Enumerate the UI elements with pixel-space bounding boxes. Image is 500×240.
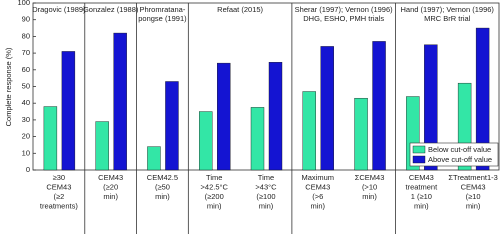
x-tick-label: treatments)	[40, 201, 78, 210]
panel-header: Hand (1997); Vernon (1996)	[401, 5, 495, 14]
x-tick-label: (≥10	[466, 192, 481, 201]
y-tick-label: 20	[22, 132, 30, 141]
y-tick-label: 90	[22, 15, 30, 24]
x-tick-label: min)	[310, 201, 325, 210]
x-tick-label: ≥30	[53, 173, 65, 182]
bar	[424, 44, 438, 171]
y-tick-label: 100	[17, 0, 30, 7]
legend-swatch	[412, 155, 426, 164]
x-tick-label: min)	[362, 192, 377, 201]
x-tick-label: ΣTreatment1-3	[448, 173, 497, 182]
bar	[95, 121, 109, 171]
panel-header: MRC BrR trial	[424, 14, 471, 23]
x-tick-label: min)	[207, 201, 222, 210]
bar	[475, 27, 490, 171]
x-tick-label: (≥200	[205, 192, 224, 201]
x-tick-label: CEM42.5	[147, 173, 178, 182]
x-tick-label: (≥100	[256, 192, 275, 201]
x-tick-label: Maximum	[302, 173, 335, 182]
x-tick-label: (≥50	[155, 182, 170, 191]
y-tick-label: 0	[26, 165, 30, 174]
bar	[250, 107, 265, 171]
y-tick-label: 40	[22, 98, 30, 107]
bar	[320, 46, 334, 171]
x-tick-label: 1 (≥10	[411, 192, 432, 201]
y-tick-label: 10	[22, 148, 30, 157]
x-tick-label: CEM43	[461, 182, 486, 191]
panel-header: Gonzalez (1988)	[83, 5, 139, 14]
bar	[268, 62, 283, 171]
legend-label: Above cut-off value	[428, 155, 492, 164]
x-tick-label: treatment	[405, 182, 438, 191]
bar	[372, 41, 386, 171]
x-tick-label: ΣCEM43	[355, 173, 385, 182]
x-tick-label: CEM43	[305, 182, 330, 191]
bar	[165, 81, 179, 171]
x-tick-label: min)	[466, 201, 481, 210]
x-tick-label: CEM43	[98, 173, 123, 182]
legend-label: Below cut-off value	[428, 145, 491, 154]
bar	[199, 111, 213, 171]
panel-header: Dragovic (1989)	[32, 5, 86, 14]
x-tick-label: >43°C	[255, 182, 277, 191]
y-tick-label: 50	[22, 81, 30, 90]
chart: Complete response (%) 0 10 20 30 40 50 60 70 80 9…	[4, 0, 500, 234]
x-tick-label: Time	[206, 173, 222, 182]
panel-header: pongse (1991)	[138, 14, 187, 23]
x-tick-label: >42.5°C	[201, 182, 229, 191]
y-tick-label: 60	[22, 65, 30, 74]
bar	[113, 32, 127, 171]
x-tick-label: (≥20	[103, 182, 118, 191]
bar	[217, 62, 231, 171]
x-tick-label: (>6	[312, 192, 323, 201]
legend-box	[409, 142, 499, 167]
bar	[354, 97, 368, 171]
y-tick-label: 70	[22, 48, 30, 57]
legend-swatch	[412, 145, 426, 154]
x-tick-label: Time	[258, 173, 274, 182]
bar	[43, 106, 58, 171]
x-tick-label: min)	[259, 201, 274, 210]
y-tick-label: 80	[22, 31, 30, 40]
panel-header: DHG, ESHO, PMH trials	[303, 14, 384, 23]
x-tick-label: CEM43	[409, 173, 434, 182]
x-tick-label: (≥2	[53, 192, 64, 201]
x-tick-label: min)	[414, 201, 429, 210]
panel-header: Refaat (2015)	[217, 5, 263, 14]
bar	[147, 146, 161, 171]
y-axis-label: Complete response (%)	[4, 47, 13, 126]
bar	[61, 51, 76, 171]
y-tick-label: 30	[22, 115, 30, 124]
bar	[302, 91, 316, 171]
x-tick-label: min)	[155, 192, 170, 201]
x-tick-label: CEM43	[46, 182, 71, 191]
x-tick-label: (>10	[362, 182, 377, 191]
panel-header: Sherar (1997); Vernon (1996)	[295, 5, 393, 14]
panel-header: Phromratana-	[140, 5, 186, 14]
x-tick-label: min)	[103, 192, 118, 201]
